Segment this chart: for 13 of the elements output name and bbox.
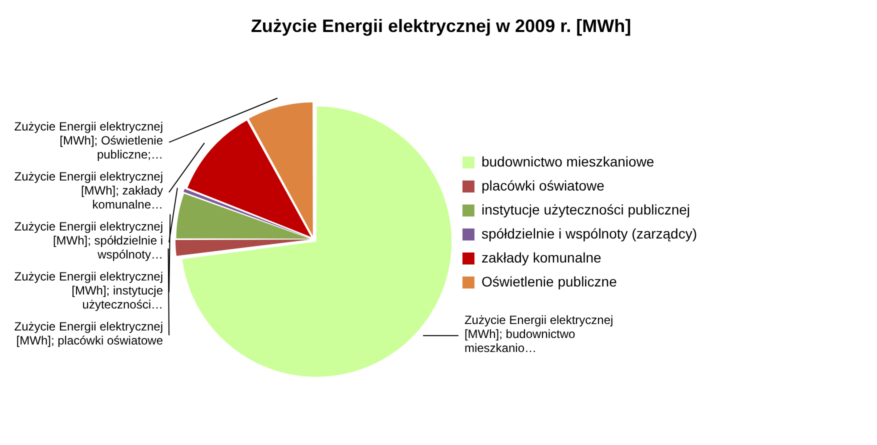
data-label: Zużycie Energii elektrycznej [MWh]; instytucje użyteczności… bbox=[14, 270, 164, 312]
data-label: Zużycie Energii elektrycznej [MWh]; Oświetlenie publiczne;… bbox=[14, 120, 164, 162]
legend-label: zakłady komunalne bbox=[481, 249, 602, 266]
data-label: Zużycie Energii elektrycznej [MWh]; spółdzielnie i wspólnoty… bbox=[14, 220, 163, 262]
legend-label: placówki oświatowe bbox=[481, 177, 605, 194]
data-label: Zużycie Energii elektrycznej [MWh]; placówki oświatowe bbox=[14, 320, 164, 348]
chart-title: Zużycie Energii elektrycznej w 2009 r. [MWh] bbox=[250, 16, 632, 36]
legend-label: instytucje użyteczności publicznej bbox=[481, 201, 690, 218]
data-label: Zużycie Energii elektrycznej [MWh]; budownictwo mieszkanio… bbox=[464, 312, 614, 355]
legend-label: Oświetlenie publiczne bbox=[481, 273, 618, 290]
legend-label: budownictwo mieszkaniowe bbox=[481, 153, 654, 170]
legend-label: spółdzielnie i wspólnoty (zarządcy) bbox=[481, 225, 698, 242]
data-label: Zużycie Energii elektrycznej [MWh]; zakłady komunalne… bbox=[14, 170, 163, 212]
